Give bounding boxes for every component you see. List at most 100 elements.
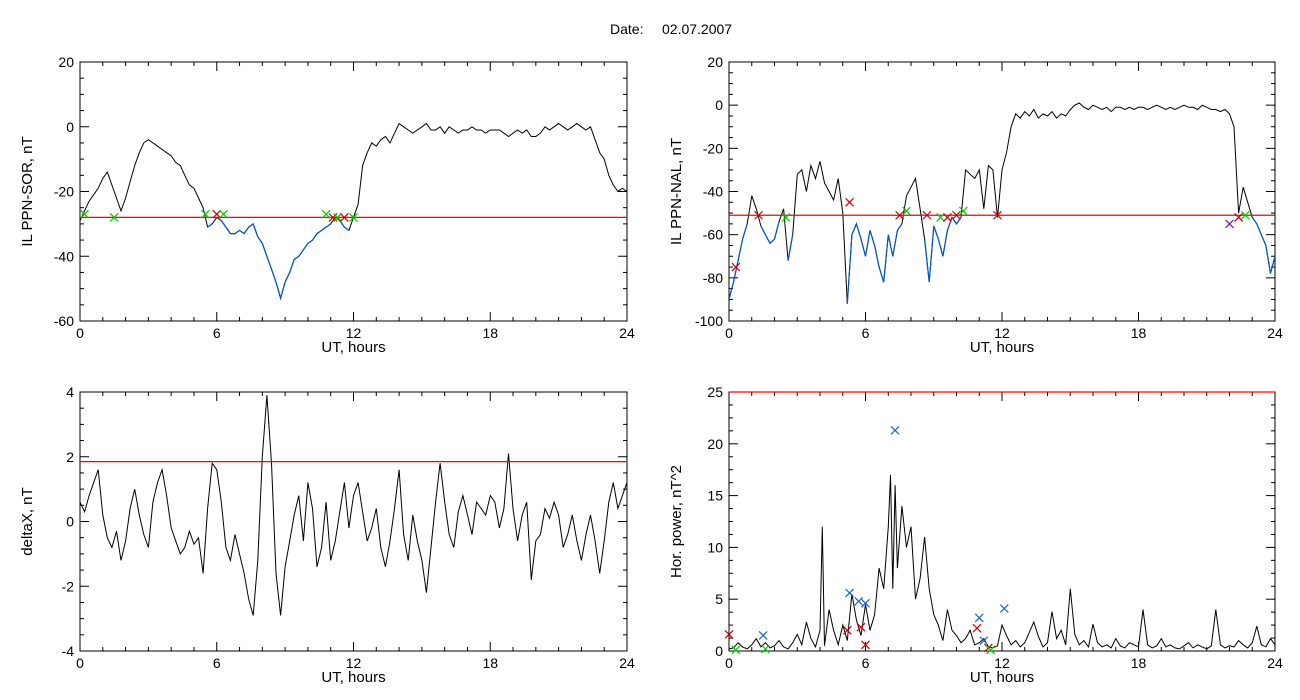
y-tick-label: 10 <box>707 539 723 555</box>
x-tick-label: 12 <box>346 325 362 341</box>
event-marker <box>212 209 222 219</box>
event-marker <box>754 210 763 220</box>
x-tick-label: 18 <box>482 325 498 341</box>
event-marker <box>1234 212 1244 222</box>
event-marker <box>339 212 349 222</box>
event-marker <box>936 212 945 222</box>
event-marker <box>845 197 854 207</box>
y-tick-label: 5 <box>715 591 723 607</box>
event-marker <box>999 604 1009 613</box>
date-value: 02.07.2007 <box>662 21 732 37</box>
series-line <box>729 102 1275 304</box>
event-marker <box>854 596 864 606</box>
event-marker <box>731 262 741 272</box>
x-tick-label: 18 <box>1131 325 1147 341</box>
y-tick-label: 2 <box>66 449 74 465</box>
x-tick-label: 24 <box>619 325 635 341</box>
event-marker <box>942 212 952 222</box>
x-tick-label: 0 <box>725 325 733 341</box>
event-marker <box>895 210 905 220</box>
event-marker <box>842 625 852 635</box>
chart-panel-sor: 0 6 12 18 24 -60 -40 -20 0 20 UT, hours IL PPN-SOR,… <box>19 54 635 356</box>
y-tick-label: 20 <box>707 436 723 452</box>
x-axis-title: UT, hours <box>321 669 385 686</box>
series-below-threshold <box>924 216 962 283</box>
series-line <box>80 122 627 301</box>
x-tick-label: 0 <box>725 655 733 671</box>
y-tick-label: 0 <box>66 514 74 530</box>
y-tick-label: 25 <box>707 384 723 400</box>
x-tick-label: 24 <box>1267 655 1283 671</box>
x-tick-label: 12 <box>994 655 1010 671</box>
y-tick-label: 0 <box>715 97 723 113</box>
event-marker <box>321 209 331 219</box>
y-tick-label: 4 <box>66 384 74 400</box>
event-marker <box>979 636 989 646</box>
event-marker <box>333 212 342 222</box>
event-marker <box>986 645 996 655</box>
event-marker <box>349 212 358 222</box>
event-marker <box>219 209 229 219</box>
series-below-threshold <box>339 220 350 231</box>
x-tick-label: 6 <box>213 655 221 671</box>
series-below-threshold <box>1251 217 1275 274</box>
series-below-threshold <box>729 223 748 300</box>
event-marker <box>109 212 119 222</box>
x-axis-title: UT, hours <box>321 339 385 356</box>
series-line <box>729 474 1275 650</box>
event-marker <box>861 640 870 650</box>
plot-frame <box>728 61 1276 322</box>
chart-panel-nal: 0 6 12 18 24 -100 -80 -60 -40 -20 0 20 UT, hours IL P… <box>668 54 1283 356</box>
x-tick-label: 0 <box>76 325 84 341</box>
x-tick-label: 18 <box>482 655 498 671</box>
event-marker <box>1225 219 1234 229</box>
series-below-threshold <box>220 220 332 301</box>
event-marker <box>760 644 770 654</box>
event-marker <box>856 622 866 632</box>
y-tick-label: -80 <box>703 270 723 286</box>
chart-panel-power: 0 6 12 18 24 0 5 10 15 20 25 UT, hours Hor. power, n… <box>668 384 1283 686</box>
x-tick-label: 6 <box>862 325 870 341</box>
series-below-threshold <box>787 234 794 261</box>
event-marker <box>861 598 870 608</box>
event-marker <box>922 210 932 220</box>
x-axis-title: UT, hours <box>970 339 1034 356</box>
event-marker <box>1241 210 1250 220</box>
series-below-threshold <box>207 223 213 228</box>
event-marker <box>890 425 900 435</box>
event-marker <box>902 206 911 216</box>
event-marker <box>958 206 968 216</box>
event-marker <box>952 210 961 220</box>
y-tick-label: -2 <box>62 578 75 594</box>
y-tick-label: -60 <box>54 313 74 329</box>
x-tick-label: 12 <box>994 325 1010 341</box>
series-below-threshold <box>760 221 780 245</box>
event-marker <box>758 631 768 640</box>
y-tick-label: -20 <box>703 140 723 156</box>
event-marker <box>200 209 210 219</box>
y-tick-label: 0 <box>715 643 723 659</box>
x-tick-label: 12 <box>346 655 362 671</box>
plot-frame <box>728 391 1276 652</box>
y-tick-label: 20 <box>707 54 723 70</box>
x-axis-title: UT, hours <box>970 669 1034 686</box>
y-tick-label: 15 <box>707 488 723 504</box>
event-marker <box>731 645 741 655</box>
y-tick-label: -4 <box>62 643 75 659</box>
event-marker <box>972 623 982 633</box>
x-tick-label: 6 <box>862 655 870 671</box>
y-tick-label: -40 <box>703 184 723 200</box>
y-axis-title: IL PPN-NAL, nT <box>668 138 685 245</box>
y-tick-label: -60 <box>703 227 723 243</box>
y-axis-title: deltaX, nT <box>19 487 36 555</box>
event-marker <box>993 210 1002 220</box>
date-label: Date: <box>610 21 643 37</box>
event-marker <box>845 588 854 598</box>
y-axis-title: Hor. power, nT^2 <box>668 465 685 578</box>
event-marker <box>781 212 791 222</box>
y-tick-label: -20 <box>54 184 74 200</box>
y-tick-label: -100 <box>695 313 723 329</box>
series-below-threshold <box>846 222 903 304</box>
